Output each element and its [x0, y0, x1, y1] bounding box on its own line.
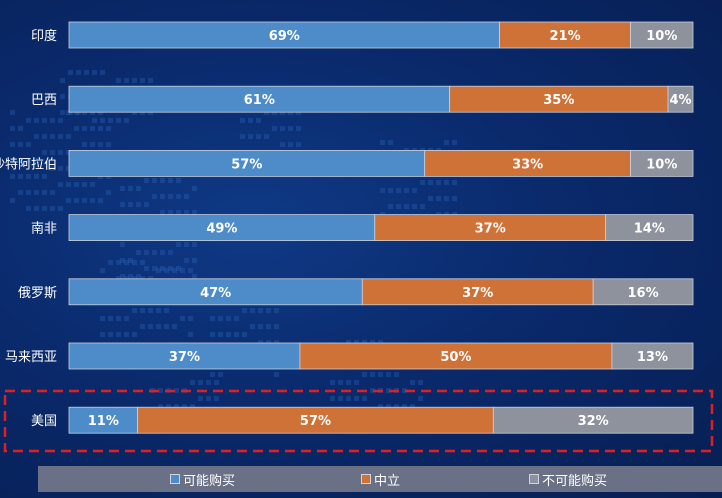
bar-value-label: 61% — [244, 93, 275, 108]
category-label: 马来西亚 — [5, 350, 57, 365]
bar-segment — [630, 21, 694, 49]
bar-segment — [68, 21, 500, 49]
bar-segment — [592, 278, 694, 306]
bar-segment — [424, 149, 631, 177]
bar-value-label: 16% — [628, 286, 659, 301]
bar-segment — [667, 85, 694, 113]
bar-value-label: 32% — [578, 414, 609, 429]
highlight-box-us — [3, 389, 714, 453]
legend-item-neutral: 中立 — [361, 471, 401, 489]
legend-swatch-likely — [170, 474, 180, 484]
bar-value-label: 4% — [669, 93, 691, 108]
bar-segment — [492, 406, 694, 434]
bar-value-label: 69% — [269, 29, 300, 44]
legend-label-likely: 可能购买 — [183, 473, 236, 489]
bar-segment — [449, 85, 669, 113]
bars-layer — [68, 21, 694, 434]
bar-segment — [361, 278, 594, 306]
bar-value-label: 14% — [634, 222, 665, 237]
bar-value-label: 57% — [231, 157, 262, 172]
category-label: 巴西 — [31, 93, 57, 108]
bar-value-label: 37% — [475, 222, 506, 237]
bar-value-label: 33% — [512, 157, 543, 172]
bar-value-label: 49% — [206, 222, 237, 237]
bar-value-label: 11% — [88, 414, 119, 429]
bar-segment — [68, 342, 301, 370]
bar-segment — [299, 342, 613, 370]
legend-swatch-unlikely — [529, 474, 539, 484]
category-label: 南非 — [31, 221, 57, 237]
bar-segment — [68, 406, 139, 434]
bar-value-label: 10% — [646, 157, 677, 172]
bar-segment — [374, 214, 607, 242]
bar-segment — [605, 214, 694, 242]
bar-segment — [499, 21, 631, 49]
category-label: 印度 — [31, 28, 57, 44]
bar-value-label: 37% — [169, 350, 200, 365]
bar-value-label: 37% — [462, 286, 493, 301]
bar-value-label: 13% — [637, 350, 668, 365]
legend: 可能购买 中立 不可能购买 — [38, 466, 722, 492]
bar-value-label: 50% — [440, 350, 471, 365]
category-label: 俄罗斯 — [18, 286, 57, 301]
legend-swatch-neutral — [361, 474, 371, 484]
legend-label-unlikely: 不可能购买 — [542, 473, 608, 489]
bar-segment — [611, 342, 694, 370]
legend-item-unlikely: 不可能购买 — [529, 471, 608, 489]
bar-segment — [630, 149, 694, 177]
bar-value-label: 57% — [300, 414, 331, 429]
bar-value-label: 10% — [646, 29, 677, 44]
bar-segment — [68, 214, 376, 242]
category-label: 沙特阿拉伯 — [0, 157, 57, 172]
legend-label-neutral: 中立 — [374, 473, 401, 489]
bar-value-label: 47% — [200, 286, 231, 301]
bar-segment — [137, 406, 494, 434]
legend-item-likely: 可能购买 — [170, 471, 236, 489]
bar-value-label: 35% — [543, 93, 574, 108]
category-label: 美国 — [31, 414, 57, 429]
labels-layer: 印度 69% 21% 10% 巴西 61% 35% 4% 沙特阿拉伯 57% 33% 10% 南非 49%… — [0, 28, 692, 429]
bar-value-label: 21% — [550, 29, 581, 44]
